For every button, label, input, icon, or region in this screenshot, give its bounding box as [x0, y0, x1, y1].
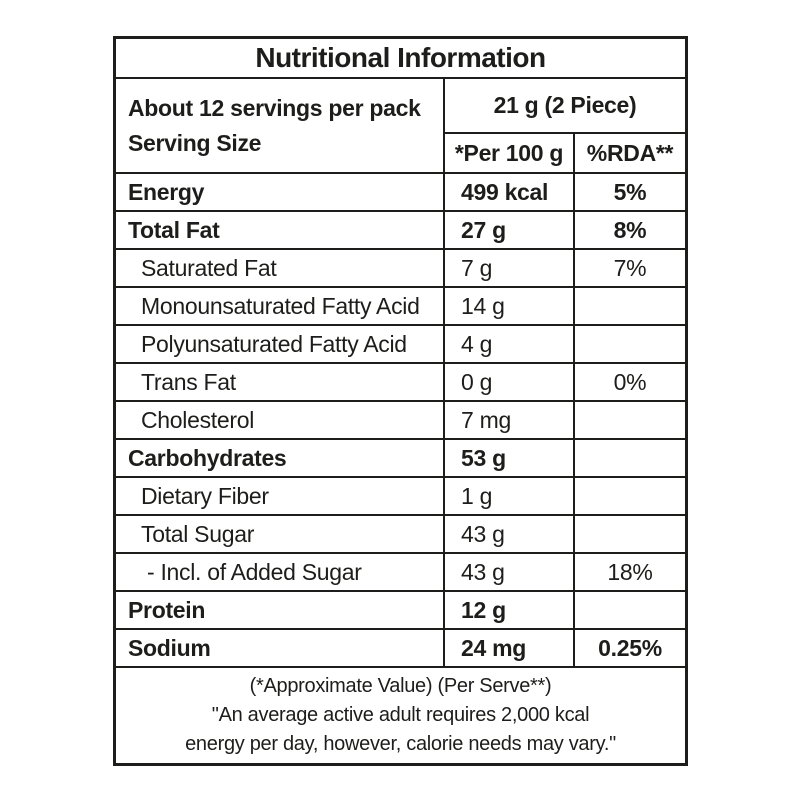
nutrient-value-per-100g: 7 mg [443, 402, 573, 438]
column-headers: *Per 100 g %RDA** [445, 132, 685, 172]
nutrient-rda-percent: 8% [573, 212, 685, 248]
nutrient-rda-percent [573, 516, 685, 552]
nutrient-value-per-100g: 14 g [443, 288, 573, 324]
nutrient-label: Dietary Fiber [141, 482, 269, 509]
nutrient-rda-percent: 0.25% [573, 630, 685, 666]
page-title: Nutritional Information [255, 42, 546, 73]
nutrient-row: Carbohydrates 53 g [116, 438, 685, 476]
nutrient-value-per-100g: 1 g [443, 478, 573, 514]
nutrient-value-per-100g: 43 g [443, 554, 573, 590]
nutrient-value-per-100g: 499 kcal [443, 174, 573, 210]
serving-amount-cell: 21 g (2 Piece) [493, 92, 637, 118]
serving-size-text: Serving Size [128, 129, 262, 156]
nutrient-rda-percent: 0% [573, 364, 685, 400]
nutrient-value-per-100g: 53 g [443, 440, 573, 476]
nutrient-row: Total Fat 27 g 8% [116, 210, 685, 248]
nutrient-label: Sodium [128, 634, 211, 661]
nutrient-rda-percent [573, 592, 685, 628]
nutrient-label: Carbohydrates [128, 444, 287, 471]
nutrient-row: Monounsaturated Fatty Acid 14 g [116, 286, 685, 324]
servings-per-pack-text: About 12 servings per pack [128, 94, 421, 121]
nutrient-label: - Incl. of Added Sugar [147, 558, 362, 585]
nutrient-label: Trans Fat [141, 368, 236, 395]
nutrient-row: Trans Fat 0 g 0% [116, 362, 685, 400]
nutrient-row: Polyunsaturated Fatty Acid 4 g [116, 324, 685, 362]
nutrient-label: Polyunsaturated Fatty Acid [141, 330, 407, 357]
nutrient-value-per-100g: 24 mg [443, 630, 573, 666]
nutrient-row: Dietary Fiber 1 g [116, 476, 685, 514]
nutrient-row: - Incl. of Added Sugar 43 g 18% [116, 552, 685, 590]
nutrient-rda-percent [573, 478, 685, 514]
nutrient-label: Protein [128, 596, 206, 623]
nutrient-label: Cholesterol [141, 406, 255, 433]
nutrient-rda-percent [573, 326, 685, 362]
nutrient-row: Total Sugar 43 g [116, 514, 685, 552]
nutrient-row: Energy 499 kcal 5% [116, 172, 685, 210]
nutrient-rows: Energy 499 kcal 5% Total Fat 27 g 8% Saturated… [116, 172, 685, 666]
nutrient-rda-percent [573, 288, 685, 324]
per-100g-column-header: *Per 100 g [454, 139, 564, 166]
nutrient-row: Saturated Fat 7 g 7% [116, 248, 685, 286]
footnote-kcal-line2: energy per day, however, calorie needs m… [185, 733, 616, 755]
nutrient-value-per-100g: 0 g [443, 364, 573, 400]
nutrient-label: Total Fat [128, 216, 220, 243]
nutrient-label: Energy [128, 178, 205, 205]
nutrient-value-per-100g: 27 g [443, 212, 573, 248]
nutrient-row: Sodium 24 mg 0.25% [116, 628, 685, 666]
table-footnote: (*Approximate Value) (Per Serve**) "An a… [116, 666, 685, 763]
nutrient-row: Protein 12 g [116, 590, 685, 628]
rda-column-header: %RDA** [573, 134, 685, 172]
nutrient-label: Total Sugar [141, 520, 255, 547]
nutrient-rda-percent: 7% [573, 250, 685, 286]
nutrient-value-per-100g: 43 g [443, 516, 573, 552]
footnote-approx-value: (*Approximate Value) (Per Serve**) [249, 675, 552, 697]
header-right-section: 21 g (2 Piece) *Per 100 g %RDA** [443, 79, 685, 172]
nutrient-value-per-100g: 7 g [443, 250, 573, 286]
nutrient-label: Monounsaturated Fatty Acid [141, 292, 420, 319]
nutrition-table: Nutritional Information About 12 serving… [113, 36, 688, 766]
nutrient-value-per-100g: 12 g [443, 592, 573, 628]
table-header: About 12 servings per pack Serving Size … [116, 77, 685, 172]
nutrient-label: Saturated Fat [141, 254, 277, 281]
footnote-kcal-line1: "An average active adult requires 2,000 … [211, 704, 590, 726]
nutrient-rda-percent: 18% [573, 554, 685, 590]
nutrient-rda-percent [573, 402, 685, 438]
nutrient-value-per-100g: 4 g [443, 326, 573, 362]
nutrient-rda-percent [573, 440, 685, 476]
nutrient-row: Cholesterol 7 mg [116, 400, 685, 438]
serving-info-cell: About 12 servings per pack Serving Size [116, 79, 443, 172]
nutrient-rda-percent: 5% [573, 174, 685, 210]
